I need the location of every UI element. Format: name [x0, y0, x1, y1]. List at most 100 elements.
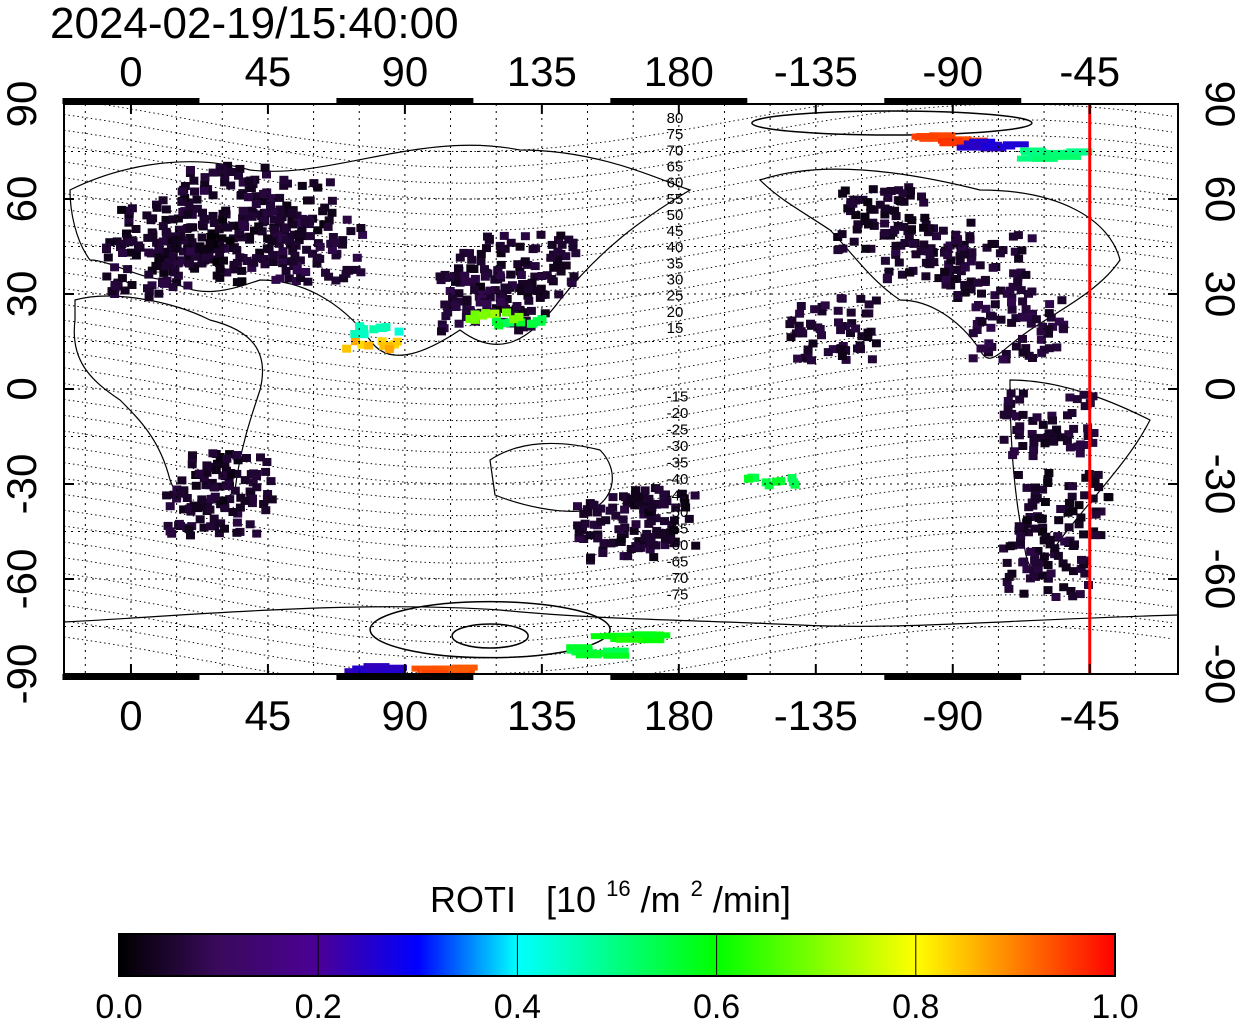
- contour-line: [64, 436, 1172, 501]
- roti-cell: [601, 516, 611, 525]
- roti-cell: [327, 196, 337, 205]
- roti-cell: [1063, 411, 1072, 420]
- contour-label-north: 55: [667, 191, 684, 208]
- roti-cell: [256, 197, 266, 206]
- roti-cell: [864, 220, 873, 229]
- roti-cell: [1004, 584, 1014, 593]
- roti-cell: [357, 340, 367, 349]
- roti-cell: [834, 318, 843, 327]
- roti-cell: [671, 503, 681, 512]
- contour-line: [64, 293, 1172, 358]
- roti-cell: [573, 521, 583, 530]
- y-tick-label-right: 90: [1197, 81, 1240, 128]
- roti-cell: [553, 255, 563, 264]
- roti-cell: [554, 290, 564, 299]
- roti-cell: [617, 526, 627, 534]
- colorbar-tick-label: 0.0: [95, 988, 142, 1024]
- roti-cell: [1088, 438, 1098, 447]
- roti-cell: [984, 345, 994, 354]
- x-tick-label-bottom: 180: [644, 692, 714, 739]
- roti-cell: [638, 637, 665, 644]
- roti-cell: [982, 243, 992, 252]
- roti-cell: [1014, 254, 1024, 263]
- roti-cell: [102, 272, 112, 281]
- roti-cell: [507, 281, 517, 290]
- roti-cell: [880, 229, 890, 237]
- roti-cell: [516, 271, 526, 279]
- roti-cell: [198, 208, 207, 217]
- roti-cell: [634, 498, 644, 507]
- roti-cell: [502, 308, 511, 317]
- roti-cell: [185, 251, 195, 260]
- roti-cell: [986, 323, 996, 332]
- roti-cell: [158, 237, 168, 246]
- roti-cell: [627, 494, 637, 503]
- roti-cell: [598, 549, 608, 557]
- x-tick-label-top: -135: [774, 48, 858, 95]
- roti-cell: [1009, 269, 1019, 278]
- contour-line: [64, 594, 1172, 659]
- roti-cell: [611, 511, 621, 520]
- roti-cell: [212, 257, 222, 266]
- roti-cell: [281, 223, 291, 232]
- roti-cell: [1058, 323, 1068, 332]
- bottom-axis-bar: [62, 674, 200, 680]
- contour-label-north: 25: [667, 288, 684, 305]
- roti-cell: [919, 240, 929, 249]
- roti-cell: [907, 216, 917, 225]
- colorbar-tick-label: 0.8: [892, 988, 939, 1024]
- roti-cell: [999, 544, 1009, 553]
- roti-cell: [1081, 473, 1091, 482]
- roti-cell: [681, 503, 691, 512]
- contour-label-north: 45: [667, 223, 684, 240]
- colorbar-tick-label: 0.2: [295, 988, 342, 1024]
- roti-cell: [470, 274, 480, 283]
- roti-cell: [919, 198, 929, 207]
- roti-cell: [886, 187, 896, 195]
- roti-cell: [351, 265, 361, 274]
- roti-cell: [1032, 494, 1042, 502]
- x-tick-label-bottom: 0: [119, 692, 142, 739]
- roti-cell: [232, 278, 242, 287]
- y-tick-label-right: -90: [1197, 644, 1240, 705]
- roti-cell: [554, 262, 564, 271]
- roti-cell: [1024, 528, 1033, 537]
- roti-cell: [1026, 319, 1036, 328]
- roti-cell: [274, 239, 284, 248]
- roti-cell: [325, 178, 335, 187]
- roti-cell: [227, 244, 237, 252]
- roti-cell: [208, 191, 218, 200]
- roti-cell: [152, 203, 162, 212]
- roti-cell: [1031, 559, 1041, 568]
- roti-cell: [235, 164, 245, 173]
- roti-cell: [218, 471, 228, 480]
- roti-cell: [863, 198, 873, 207]
- roti-cell: [1027, 312, 1037, 321]
- roti-cell: [496, 298, 506, 306]
- roti-cell: [199, 474, 209, 483]
- roti-cell: [1044, 469, 1054, 477]
- bottom-axis-bar: [336, 674, 474, 680]
- roti-cell: [161, 215, 171, 224]
- roti-cell: [172, 239, 182, 248]
- x-tick-label-top: 135: [507, 48, 577, 95]
- roti-cell: [197, 233, 207, 242]
- contour-line: [64, 198, 1172, 263]
- x-tick-label-top: -90: [922, 48, 983, 95]
- roti-cell: [266, 201, 275, 210]
- roti-cell: [215, 264, 225, 273]
- roti-cell: [249, 469, 258, 478]
- roti-cell: [1060, 537, 1070, 546]
- roti-cell: [192, 195, 202, 204]
- roti-cell: [158, 222, 168, 231]
- roti-cell: [177, 197, 187, 206]
- roti-cell: [646, 533, 656, 541]
- roti-cell: [293, 230, 303, 239]
- roti-cell: [112, 282, 122, 291]
- roti-cell: [183, 243, 193, 252]
- roti-cell: [631, 520, 641, 529]
- roti-cell: [312, 253, 322, 262]
- roti-cell: [1029, 445, 1039, 454]
- y-tick-label-left: -30: [0, 454, 45, 515]
- roti-cell: [189, 176, 199, 185]
